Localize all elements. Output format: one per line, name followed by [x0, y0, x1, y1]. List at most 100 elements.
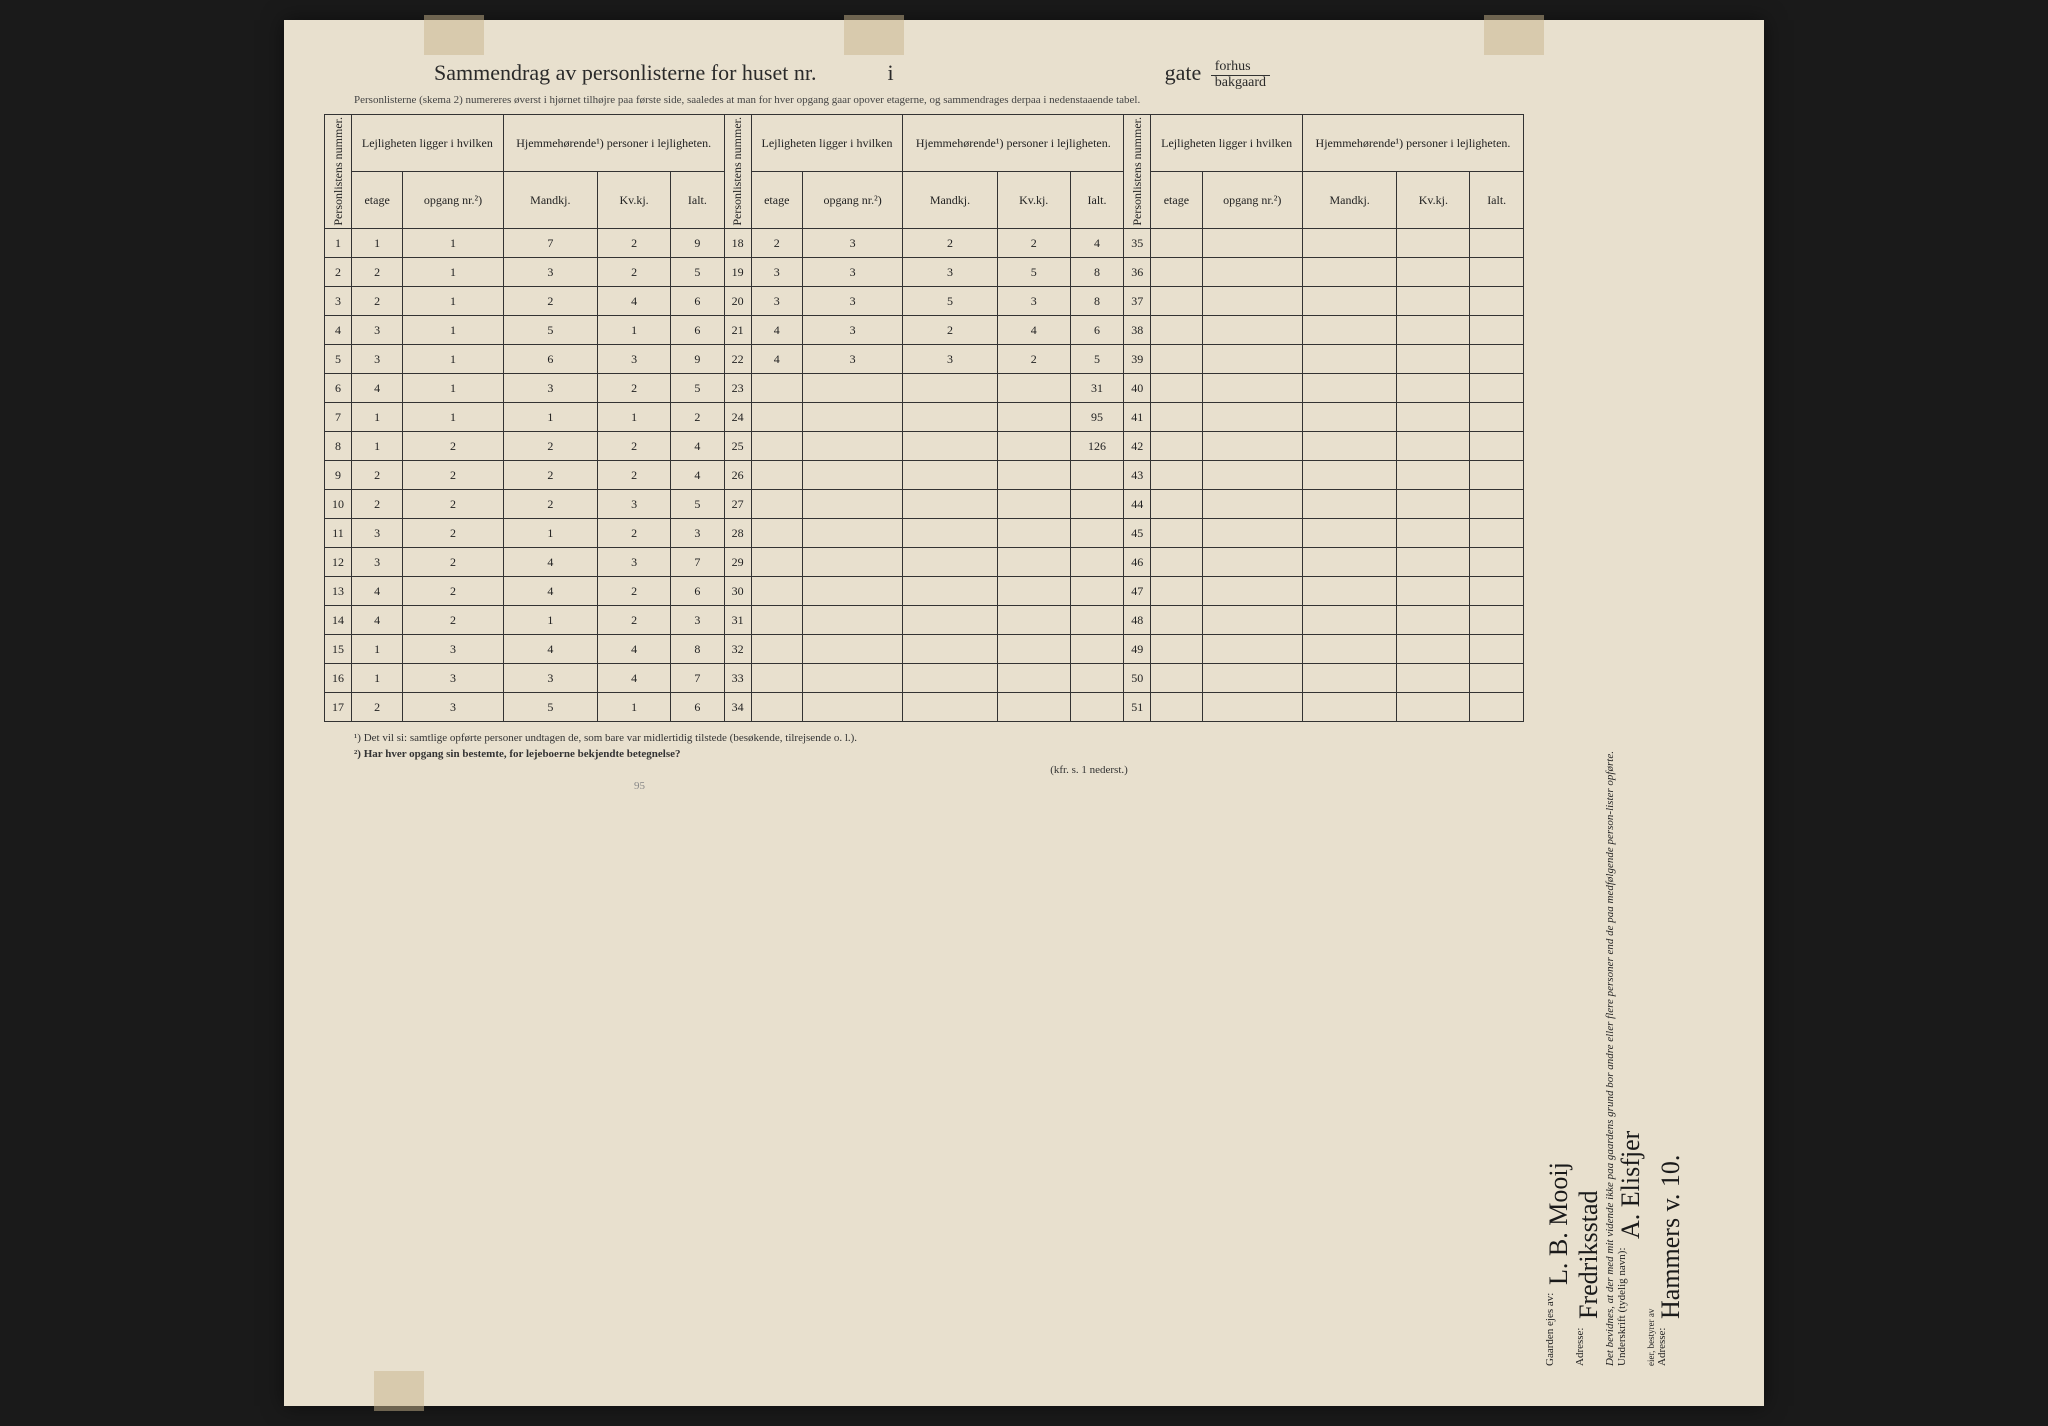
cell: 2 [352, 461, 403, 490]
tape-mark [374, 1371, 424, 1411]
cell [1151, 519, 1202, 548]
col-hjemme: Hjemmehørende¹) personer i lejligheten. [903, 115, 1124, 172]
col-personlistens: Personlistens nummer. [325, 115, 352, 229]
cell [1070, 693, 1124, 722]
cell [1302, 287, 1396, 316]
frac-bot: bakgaard [1211, 76, 1270, 91]
cell [1470, 548, 1524, 577]
cell: 1 [352, 432, 403, 461]
table-body: 1117291823224352213251933358363212462033… [325, 229, 1524, 722]
cell: 44 [1124, 490, 1151, 519]
cell: 3 [352, 519, 403, 548]
col-ialt: Ialt. [1070, 172, 1124, 229]
cell [1151, 490, 1202, 519]
cell [1302, 461, 1396, 490]
cell [1202, 403, 1302, 432]
cell [1302, 577, 1396, 606]
cell: 3 [903, 258, 997, 287]
cell [997, 374, 1070, 403]
cell [1397, 461, 1470, 490]
cell [1070, 548, 1124, 577]
cell: 45 [1124, 519, 1151, 548]
cell: 5 [503, 316, 597, 345]
cell [802, 606, 902, 635]
tape-mark [844, 15, 904, 55]
cell: 2 [903, 229, 997, 258]
cell: 4 [598, 664, 671, 693]
cell [1470, 287, 1524, 316]
cell [1302, 432, 1396, 461]
cell: 20 [724, 287, 751, 316]
cell [903, 403, 997, 432]
adresse1-label: Adresse: [1656, 1328, 1668, 1367]
cell: 6 [1070, 316, 1124, 345]
cell: 2 [403, 606, 503, 635]
cell: 31 [724, 606, 751, 635]
cell [997, 577, 1070, 606]
cell [1151, 635, 1202, 664]
cell [903, 461, 997, 490]
col-opgang: opgang nr.²) [403, 172, 503, 229]
cell: 2 [352, 287, 403, 316]
cell: 3 [802, 258, 902, 287]
cell [1202, 519, 1302, 548]
cell: 1 [598, 693, 671, 722]
cell: 3 [503, 374, 597, 403]
cell: 2 [403, 548, 503, 577]
cell [1151, 606, 1202, 635]
cell [1397, 316, 1470, 345]
col-etage: etage [352, 172, 403, 229]
cell [1202, 664, 1302, 693]
cell: 3 [802, 316, 902, 345]
col-etage: etage [1151, 172, 1202, 229]
cell [1070, 664, 1124, 693]
cell: 34 [724, 693, 751, 722]
page-title: Sammendrag av personlisterne for huset n… [434, 60, 1524, 90]
cell [1302, 606, 1396, 635]
cell: 1 [352, 635, 403, 664]
cell: 2 [751, 229, 802, 258]
cell: 4 [751, 316, 802, 345]
cell [1470, 606, 1524, 635]
cell [1151, 287, 1202, 316]
cell [1202, 635, 1302, 664]
cell [1470, 374, 1524, 403]
table-row: 321246203353837 [325, 287, 1524, 316]
table-row: 15134483249 [325, 635, 1524, 664]
cell: 1 [403, 403, 503, 432]
cell: 3 [352, 316, 403, 345]
pencil-note: 95 [634, 780, 645, 792]
cell: 46 [1124, 548, 1151, 577]
cell: 8 [671, 635, 725, 664]
adresse2-label: Adresse: [1574, 1328, 1586, 1367]
cell: 4 [671, 461, 725, 490]
adresse2-val: Fredriksstad [1574, 1191, 1604, 1320]
cell: 4 [751, 345, 802, 374]
cell: 1 [403, 316, 503, 345]
cell: 2 [503, 287, 597, 316]
cell: 3 [802, 287, 902, 316]
cell: 38 [1124, 316, 1151, 345]
cell [1470, 345, 1524, 374]
cell: 9 [325, 461, 352, 490]
cell [1470, 316, 1524, 345]
cell: 6 [671, 287, 725, 316]
col-kvkj: Kv.kj. [598, 172, 671, 229]
cell [802, 577, 902, 606]
col-ialt: Ialt. [1470, 172, 1524, 229]
cell [997, 606, 1070, 635]
cell: 51 [1124, 693, 1151, 722]
footnote-kfr: (kfr. s. 1 nederst.) [654, 764, 1524, 776]
cell: 5 [903, 287, 997, 316]
cell [1302, 229, 1396, 258]
cell: 5 [325, 345, 352, 374]
cell: 1 [403, 229, 503, 258]
main-content: Sammendrag av personlisterne for huset n… [324, 50, 1524, 1366]
table-row: 11321232845 [325, 519, 1524, 548]
cell [1151, 432, 1202, 461]
cell: 13 [325, 577, 352, 606]
title-prefix: Sammendrag av personlisterne for huset n… [434, 60, 816, 85]
cell: 33 [724, 664, 751, 693]
cell: 126 [1070, 432, 1124, 461]
cell [1470, 664, 1524, 693]
